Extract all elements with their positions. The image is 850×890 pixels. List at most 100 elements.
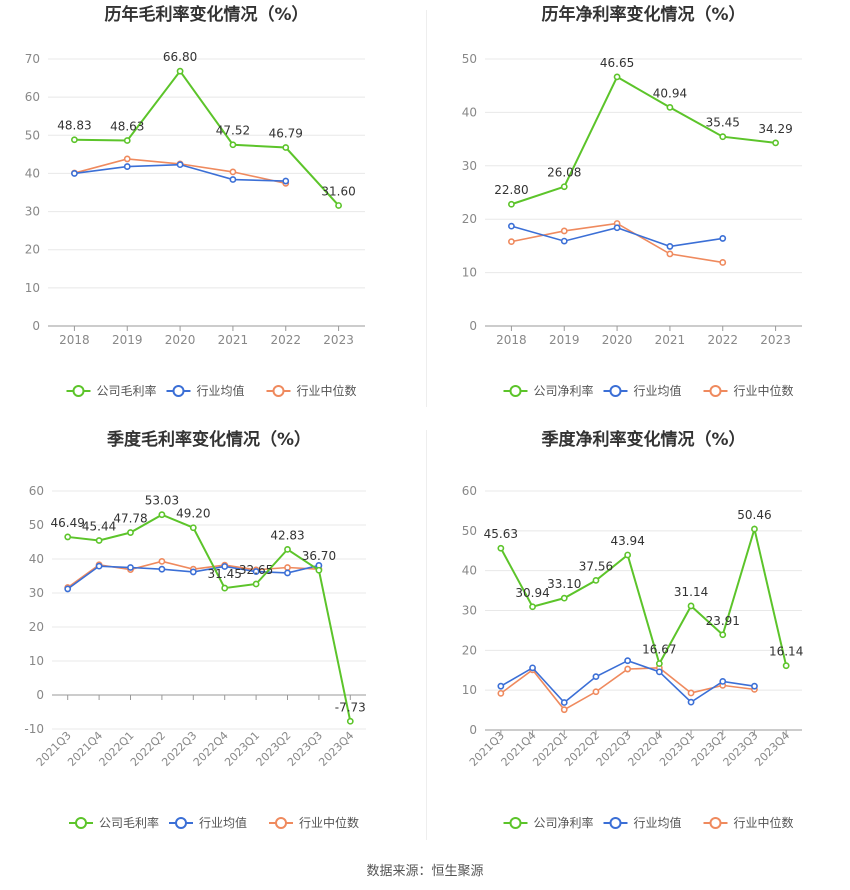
company-point	[252, 580, 260, 588]
company-point	[346, 717, 354, 725]
quarterly-gross-margin-chart: 季度毛利率变化情况（%）-1001020304050602021Q32021Q4…	[24, 430, 366, 830]
x-tick-label: 2019	[112, 333, 143, 347]
company-data-label: 46.65	[600, 56, 634, 70]
y-tick-label: 0	[469, 319, 477, 333]
company-point	[772, 139, 779, 147]
industry_median-point	[284, 564, 291, 571]
company-data-label: 45.44	[82, 520, 116, 534]
legend-swatch-marker	[509, 385, 522, 397]
company-point	[95, 537, 103, 544]
company-data-label: 37.56	[579, 559, 613, 573]
industry_median-point	[123, 155, 131, 163]
x-tick-label: 2020	[165, 333, 196, 347]
company-point	[560, 183, 568, 191]
company-data-label: 31.60	[321, 184, 355, 198]
company-point	[229, 141, 237, 149]
quarterly-net-margin-chart: 季度净利率变化情况（%）01020304050602021Q32021Q4202…	[462, 430, 804, 830]
company-point	[666, 103, 674, 111]
legend-swatch-marker	[75, 817, 87, 829]
panel-divider-bottom	[426, 430, 427, 840]
x-tick-label: 2018	[59, 333, 90, 347]
annual-net-margin-chart: 历年净利率变化情况（%） 0 10 20 30 40 50 2018 2019 2020 2021 2…	[462, 4, 802, 398]
legend-swatch-marker	[272, 385, 285, 397]
company-data-label: 48.83	[57, 119, 91, 133]
legend-swatch-marker	[172, 385, 185, 397]
company-point	[176, 67, 184, 75]
company-data-label: 53.03	[145, 494, 179, 508]
y-tick-label: 0	[36, 688, 44, 702]
industry_median-point	[666, 250, 674, 258]
industry_median-point	[497, 689, 505, 697]
company-data-label: 66.80	[163, 50, 197, 64]
chart-title: 季度净利率变化情况（%）	[541, 430, 745, 450]
industry_median-point	[158, 557, 166, 565]
y-tick-label: 60	[462, 484, 477, 498]
company-data-label: 34.29	[758, 122, 792, 136]
industry_avg-point	[176, 161, 184, 169]
industry_avg-point	[497, 682, 505, 690]
company-data-label: 50.46	[737, 508, 771, 522]
chart-title: 季度毛利率变化情况（%）	[107, 430, 311, 450]
company-point	[560, 594, 568, 602]
industry_avg-point	[127, 564, 134, 571]
y-tick-label: 40	[29, 552, 44, 566]
legend-swatch-marker	[175, 817, 187, 829]
company-series-line	[499, 525, 788, 667]
company-point	[592, 576, 600, 584]
industry_avg-point	[123, 163, 131, 170]
company-point	[282, 144, 290, 151]
company-point	[64, 533, 72, 541]
legend-swatch-marker	[275, 817, 287, 829]
company-data-label: 49.20	[176, 507, 210, 521]
legend-label: 行业中位数	[734, 815, 794, 830]
industry_avg-point	[158, 565, 166, 573]
x-tick-label: 2023Q4	[316, 729, 356, 769]
panel-divider-top	[426, 10, 427, 407]
industry_avg-point	[560, 699, 568, 706]
legend-label: 行业均值	[634, 815, 682, 830]
company-point	[782, 662, 790, 670]
company-point	[221, 584, 229, 592]
company-point	[189, 524, 197, 532]
industry_avg-point	[624, 657, 632, 665]
x-tick-label: 2022	[707, 333, 738, 347]
industry_avg-point	[529, 664, 536, 672]
company-point	[71, 136, 78, 144]
legend-swatch-marker	[609, 385, 622, 397]
y-tick-label: 20	[29, 620, 44, 634]
company-data-label: 32.65	[239, 563, 273, 577]
y-tick-label: -10	[24, 722, 44, 736]
industry_avg-point	[189, 568, 197, 576]
legend-label: 行业均值	[634, 383, 682, 398]
legend-swatch-marker	[709, 817, 722, 829]
company-data-label: 33.10	[547, 577, 581, 591]
company-point	[158, 511, 166, 519]
company-series-line	[74, 69, 340, 207]
y-tick-label: 10	[29, 654, 44, 668]
chart-title: 历年净利率变化情况（%）	[541, 4, 745, 25]
legend-swatch-marker	[609, 817, 622, 829]
x-tick-label: 2021	[655, 333, 686, 347]
industry_median-point	[719, 259, 727, 266]
x-tick-label: 2019	[549, 333, 580, 347]
y-tick-label: 30	[462, 159, 477, 173]
x-tick-label: 2023	[760, 333, 791, 347]
company-data-label: 45.63	[484, 527, 518, 541]
industry_avg-point	[284, 569, 291, 577]
y-tick-label: 10	[462, 266, 477, 280]
company-point	[497, 544, 505, 552]
industry_median-point	[560, 706, 568, 714]
industry_avg-point	[560, 237, 568, 245]
y-tick-label: 10	[462, 683, 477, 697]
x-tick-label: 2022	[270, 333, 301, 347]
company-data-label: 42.83	[270, 528, 304, 542]
annual-gross-margin-chart: 历年毛利率变化情况（%） 0 10 20 30 40 50 60 70 2018 2019 2020 2…	[25, 4, 365, 398]
y-tick-label: 20	[462, 212, 477, 226]
industry_avg-point	[252, 568, 260, 575]
legend-label: 行业均值	[199, 815, 247, 830]
company-series-line	[511, 75, 776, 206]
x-tick-label: 2023	[323, 333, 354, 347]
y-tick-label: 50	[462, 524, 477, 538]
industry_avg-point	[592, 673, 600, 681]
industry_median-point	[624, 665, 632, 673]
